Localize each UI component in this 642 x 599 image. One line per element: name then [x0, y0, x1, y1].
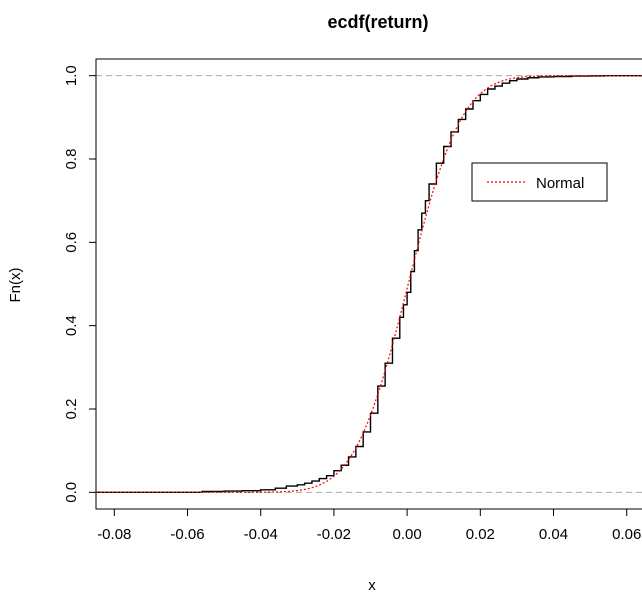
legend-box — [471, 162, 608, 202]
x-tick-label: -0.02 — [317, 526, 351, 543]
legend-normal-label: Normal — [536, 175, 584, 192]
y-axis-label: Fn(x) — [7, 268, 24, 303]
reference-lines — [96, 75, 642, 493]
x-tick-label: 0.02 — [466, 526, 495, 543]
x-tick-label: 0.00 — [393, 526, 422, 543]
x-tick-label: 0.06 — [612, 526, 641, 543]
series-layer — [96, 74, 642, 494]
y-tick-label: 0.0 — [63, 482, 80, 503]
x-tick-label: -0.06 — [170, 526, 204, 543]
x-tick-label: 0.04 — [539, 526, 568, 543]
x-tick-label: -0.04 — [244, 526, 278, 543]
x-axis-ticks: -0.08 -0.06 -0.04 -0.02 0.00 0.02 0.04 0.06 — [97, 509, 641, 543]
y-axis-ticks: 0.0 0.2 0.4 0.6 0.8 1.0 — [63, 65, 96, 503]
x-axis-label: x — [368, 577, 376, 594]
y-tick-label: 0.6 — [63, 232, 80, 253]
plot-box — [95, 58, 642, 510]
chart-title: ecdf(return) — [327, 12, 428, 32]
y-tick-label: 0.4 — [63, 315, 80, 336]
y-tick-label: 1.0 — [63, 65, 80, 86]
y-tick-label: 0.8 — [63, 149, 80, 170]
series-ecdf-line — [96, 74, 642, 494]
x-tick-label: -0.08 — [97, 526, 131, 543]
legend: Normal — [471, 162, 608, 202]
series-normal-line — [96, 75, 642, 493]
y-tick-label: 0.2 — [63, 399, 80, 420]
